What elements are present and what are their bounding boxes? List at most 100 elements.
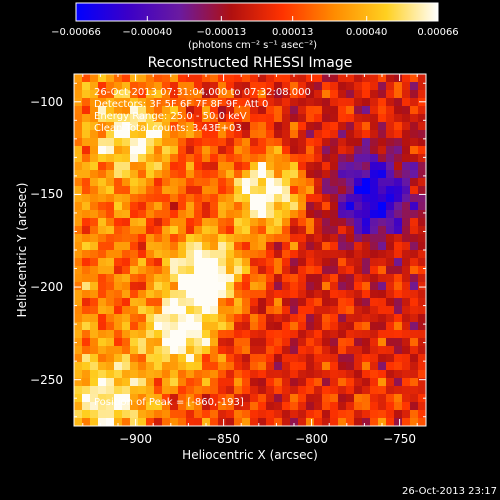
heatmap-cell: [130, 138, 139, 147]
heatmap-cell: [242, 210, 251, 219]
heatmap-cell: [90, 402, 99, 411]
heatmap-cell: [394, 314, 403, 323]
heatmap-cell: [194, 378, 203, 387]
heatmap-cell: [290, 186, 299, 195]
heatmap-cell: [378, 130, 387, 139]
heatmap-cell: [234, 226, 243, 235]
heatmap-cell: [106, 146, 115, 155]
heatmap-cell: [258, 202, 267, 211]
heatmap-cell: [74, 138, 83, 147]
heatmap-cell: [402, 386, 411, 395]
heatmap-cell: [146, 202, 155, 211]
heatmap-cell: [394, 146, 403, 155]
heatmap-cell: [306, 314, 315, 323]
heatmap-cell: [290, 242, 299, 251]
heatmap-cell: [290, 298, 299, 307]
heatmap-cell: [90, 130, 99, 139]
heatmap-cell: [202, 210, 211, 219]
heatmap-cell: [170, 314, 179, 323]
info-energy-range: Energy Range: 25.0 - 50.0 keV: [94, 111, 247, 122]
heatmap-cell: [138, 114, 147, 123]
heatmap-cell: [314, 402, 323, 411]
heatmap-cell: [226, 346, 235, 355]
heatmap-cell: [306, 234, 315, 243]
heatmap-cell: [338, 186, 347, 195]
heatmap-cell: [274, 418, 283, 426]
heatmap-cell: [266, 178, 275, 187]
heatmap-cell: [250, 250, 259, 259]
heatmap-cell: [194, 218, 203, 227]
heatmap-cell: [130, 378, 139, 387]
heatmap-cell: [218, 306, 227, 315]
heatmap-cell: [146, 346, 155, 355]
heatmap-cell: [338, 322, 347, 331]
heatmap-cell: [346, 130, 355, 139]
heatmap-cell: [282, 338, 291, 347]
heatmap-cell: [338, 234, 347, 243]
heatmap-cell: [194, 258, 203, 267]
heatmap-cell: [186, 170, 195, 179]
heatmap-cell: [122, 402, 131, 411]
heatmap-cell: [386, 226, 395, 235]
heatmap-cell: [394, 418, 403, 426]
heatmap-cell: [306, 346, 315, 355]
heatmap-cell: [338, 82, 347, 91]
heatmap-cell: [122, 218, 131, 227]
heatmap-cell: [202, 74, 211, 83]
heatmap-cell: [74, 274, 83, 283]
heatmap-cell: [306, 106, 315, 115]
heatmap-cell: [138, 386, 147, 395]
heatmap-cell: [402, 74, 411, 83]
heatmap-cell: [266, 306, 275, 315]
heatmap-cell: [74, 314, 83, 323]
heatmap-cell: [402, 346, 411, 355]
heatmap-cell: [394, 98, 403, 107]
heatmap-cell: [106, 90, 115, 99]
heatmap-cell: [322, 242, 331, 251]
heatmap-cell: [114, 418, 123, 426]
heatmap-cell: [386, 354, 395, 363]
heatmap-cell: [114, 322, 123, 331]
heatmap-cell: [234, 346, 243, 355]
heatmap-cell: [178, 234, 187, 243]
heatmap-cell: [162, 218, 171, 227]
heatmap-cell: [74, 386, 83, 395]
heatmap-cell: [146, 178, 155, 187]
heatmap-cell: [82, 146, 91, 155]
heatmap-cell: [154, 274, 163, 283]
heatmap-cell: [242, 418, 251, 426]
heatmap-cell: [386, 290, 395, 299]
heatmap-cell: [282, 410, 291, 419]
heatmap-cell: [138, 410, 147, 419]
heatmap-cell: [378, 82, 387, 91]
heatmap-cell: [146, 266, 155, 275]
heatmap-cell: [74, 282, 83, 291]
heatmap-cell: [322, 258, 331, 267]
heatmap-cell: [138, 98, 147, 107]
heatmap-cell: [74, 122, 83, 131]
heatmap-cell: [298, 138, 307, 147]
heatmap-cell: [402, 202, 411, 211]
heatmap-cell: [322, 90, 331, 99]
heatmap-cell: [394, 234, 403, 243]
heatmap-cell: [362, 330, 371, 339]
y-tick-label: −200: [30, 280, 63, 295]
heatmap-cell: [362, 362, 371, 371]
heatmap-cell: [202, 138, 211, 147]
heatmap-cell: [122, 146, 131, 155]
heatmap-cell: [282, 186, 291, 195]
heatmap-cell: [314, 338, 323, 347]
heatmap-cell: [338, 98, 347, 107]
heatmap-cell: [138, 354, 147, 363]
heatmap-cell: [138, 402, 147, 411]
heatmap-cell: [170, 298, 179, 307]
heatmap-cell: [314, 210, 323, 219]
heatmap-cell: [98, 266, 107, 275]
heatmap-cell: [306, 250, 315, 259]
heatmap-cell: [90, 314, 99, 323]
heatmap-cell: [210, 370, 219, 379]
heatmap-cell: [282, 258, 291, 267]
heatmap-cell: [378, 354, 387, 363]
heatmap-cell: [354, 250, 363, 259]
heatmap-cell: [186, 162, 195, 171]
